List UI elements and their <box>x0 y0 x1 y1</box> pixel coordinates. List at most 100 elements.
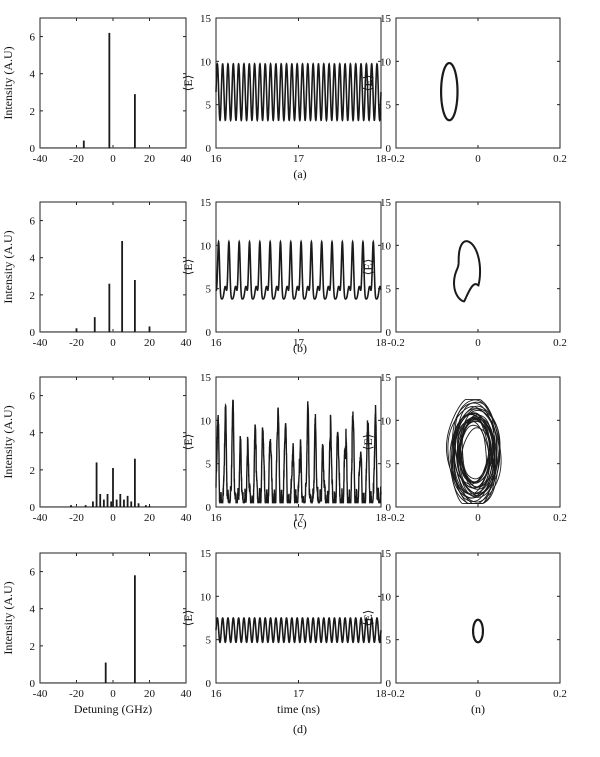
x-tick-label: 0.2 <box>553 153 567 165</box>
y-tick-label: 0 <box>30 678 36 690</box>
y-tick-label: 5 <box>386 284 392 296</box>
y-tick-label: 6 <box>30 391 36 403</box>
axes-frame <box>39 201 187 333</box>
y-tick-label: 15 <box>380 372 392 384</box>
panel-label: (a) <box>293 167 306 181</box>
y-tick-label: 4 <box>30 69 36 81</box>
x-tick-label: 0 <box>110 153 116 165</box>
x-tick-label: 0 <box>475 512 481 524</box>
panel-c-spectrum: -40 -20 0 20 40 0 2 4 6 Intensity (A.U) <box>1 376 193 524</box>
x-tick-label: -40 <box>33 337 48 349</box>
y-tick-label: 2 <box>30 290 36 302</box>
x-tick-label: 40 <box>181 153 193 165</box>
y-tick-label: 10 <box>200 591 212 603</box>
x-tick-label: 0 <box>475 337 481 349</box>
x-tick-label: 0 <box>475 153 481 165</box>
x-tick-label: 16 <box>211 688 223 700</box>
axes-frame <box>39 552 187 684</box>
axes-frame <box>39 17 187 149</box>
phase-orbit-loop <box>456 416 496 496</box>
phase-orbit-loop <box>453 408 501 504</box>
y-tick-label: 5 <box>386 100 392 112</box>
y-tick-label: 4 <box>30 428 36 440</box>
x-tick-label: -20 <box>69 512 84 524</box>
x-tick-label: 17 <box>293 337 305 349</box>
x-tick-label: 18 <box>376 688 388 700</box>
phase-orbit-loop <box>451 414 493 499</box>
y-tick-label: 10 <box>380 591 392 603</box>
phase-orbit <box>440 61 459 122</box>
y-tick-label: 5 <box>386 459 392 471</box>
phase-orbit <box>453 240 482 303</box>
panel-label: (b) <box>293 341 307 355</box>
y-tick-label: 5 <box>206 635 212 647</box>
y-tick-label: 10 <box>200 415 212 427</box>
y-axis-label: ⟨E⟩ <box>181 259 195 276</box>
y-axis-label: ⟨E⟩ <box>181 434 195 451</box>
y-tick-label: 10 <box>380 56 392 68</box>
y-tick-label: 15 <box>200 548 212 560</box>
y-axis-label: ⟨E⟩ <box>181 75 195 92</box>
time-series-line <box>215 616 382 644</box>
x-tick-label: -40 <box>33 688 48 700</box>
x-tick-label: 17 <box>293 688 305 700</box>
x-axis-label: (n) <box>471 702 485 716</box>
phase-orbit <box>471 618 485 644</box>
y-tick-label: 2 <box>30 106 36 118</box>
y-tick-label: 10 <box>200 240 212 252</box>
y-tick-label: 15 <box>380 548 392 560</box>
y-tick-label: 0 <box>206 502 212 514</box>
axes-frame <box>395 201 561 333</box>
y-tick-label: 5 <box>206 284 212 296</box>
y-axis-label: Intensity (A.U) <box>1 581 15 654</box>
axes-frame <box>395 17 561 149</box>
panel-c-time: 16 17 18 0 5 10 15 ⟨E⟩ <box>181 372 387 524</box>
y-axis-label: ⟨E⟩ <box>181 610 195 627</box>
x-tick-label: 0 <box>475 688 481 700</box>
panel-a-spectrum: -40 -20 0 20 40 0 2 4 6 Intensity (A.U) <box>1 17 193 165</box>
y-tick-label: 15 <box>380 13 392 25</box>
time-series-line <box>215 399 382 504</box>
phase-orbit-loop <box>457 420 494 494</box>
y-axis-label: Intensity (A.U) <box>1 46 15 119</box>
x-tick-label: -40 <box>33 512 48 524</box>
panel-d-time: 16 17 18 0 5 10 15 ⟨E⟩ time (ns) <box>181 548 387 716</box>
y-axis-label: ⟨E⟩ <box>361 75 375 92</box>
y-tick-label: 10 <box>380 240 392 252</box>
y-tick-label: 0 <box>206 327 212 339</box>
y-axis-label: ⟨E⟩ <box>361 259 375 276</box>
x-tick-label: 20 <box>144 512 156 524</box>
x-tick-label: 17 <box>293 153 305 165</box>
time-series-line <box>215 62 382 123</box>
x-axis-label: time (ns) <box>277 702 320 716</box>
x-tick-label: 0.2 <box>553 512 567 524</box>
panel-a-time: 16 17 18 0 5 10 15 ⟨E⟩ <box>181 13 387 165</box>
y-tick-label: 4 <box>30 253 36 265</box>
y-tick-label: 10 <box>380 415 392 427</box>
y-tick-label: 0 <box>386 143 392 155</box>
x-tick-label: -0.2 <box>387 688 404 700</box>
x-tick-label: 16 <box>211 153 223 165</box>
y-tick-label: 0 <box>30 327 36 339</box>
x-tick-label: -20 <box>69 337 84 349</box>
y-tick-label: 0 <box>30 143 36 155</box>
panel-d-spectrum: -40 -20 0 20 40 0 2 4 6 Intensity (A.U) Detuning (… <box>1 552 192 716</box>
y-tick-label: 0 <box>386 502 392 514</box>
x-tick-label: 16 <box>211 512 223 524</box>
x-axis-label: Detuning (GHz) <box>74 702 152 716</box>
y-axis-label: Intensity (A.U) <box>1 230 15 303</box>
y-tick-label: 0 <box>206 143 212 155</box>
y-tick-label: 6 <box>30 32 36 44</box>
x-tick-label: 18 <box>376 337 388 349</box>
x-tick-label: 40 <box>181 512 193 524</box>
phase-orbit-loop <box>454 405 500 498</box>
x-tick-label: 20 <box>144 153 156 165</box>
y-tick-label: 5 <box>206 459 212 471</box>
x-tick-label: 0 <box>110 337 116 349</box>
x-tick-label: 40 <box>181 337 193 349</box>
y-tick-label: 15 <box>200 197 212 209</box>
y-tick-label: 6 <box>30 567 36 579</box>
